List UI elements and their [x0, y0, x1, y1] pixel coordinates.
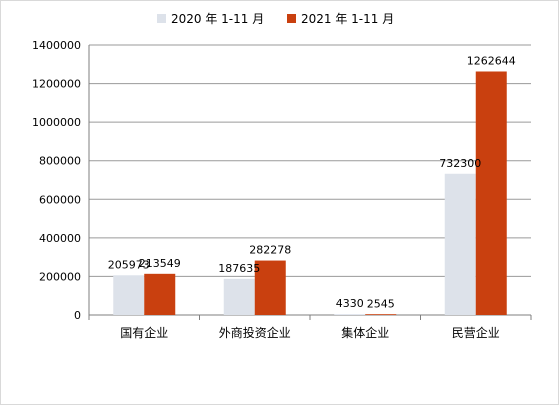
- data-label: 732300: [439, 157, 481, 170]
- data-label: 187635: [218, 262, 260, 275]
- legend-swatch: [287, 14, 296, 23]
- bar-series-2: [254, 260, 286, 315]
- legend-label: 2021 年 1-11 月: [301, 12, 394, 26]
- category-label: 外商投资企业: [219, 325, 291, 340]
- y-tick-label: 800000: [39, 155, 81, 168]
- y-tick-label: 200000: [39, 270, 81, 283]
- gridlines: [89, 44, 531, 277]
- bar-series-2: [365, 314, 397, 315]
- data-label: 4330: [336, 297, 364, 310]
- data-label: 1262644: [467, 54, 516, 67]
- category-label: 集体企业: [341, 325, 389, 340]
- bars: [113, 71, 507, 316]
- bar-series-1: [113, 275, 145, 315]
- category-label: 国有企业: [120, 325, 168, 340]
- bar-series-1: [334, 314, 366, 315]
- legend: 2020 年 1-11 月 2021 年 1-11 月: [157, 12, 394, 26]
- data-label: 282278: [249, 244, 291, 257]
- bar-series-2: [144, 273, 176, 315]
- bar-series-1: [223, 278, 255, 315]
- y-tick-label: 0: [74, 309, 81, 322]
- y-tick-label: 1200000: [32, 78, 81, 91]
- axes: 0 200000 400000 600000 800000 1000000 1200000 1…: [32, 39, 532, 340]
- bar-series-2: [475, 71, 507, 316]
- bar-series-1: [444, 173, 476, 315]
- data-label: 213549: [139, 257, 181, 270]
- y-tick-label: 600000: [39, 193, 81, 206]
- y-tick-label: 1400000: [32, 39, 81, 52]
- legend-swatch: [157, 14, 166, 23]
- legend-label: 2020 年 1-11 月: [171, 12, 264, 26]
- y-tick-label: 1000000: [32, 116, 81, 129]
- category-label: 民营企业: [452, 325, 500, 340]
- data-label: 2545: [367, 298, 395, 311]
- data-label: 205973: [108, 258, 150, 271]
- y-tick-label: 400000: [39, 232, 81, 245]
